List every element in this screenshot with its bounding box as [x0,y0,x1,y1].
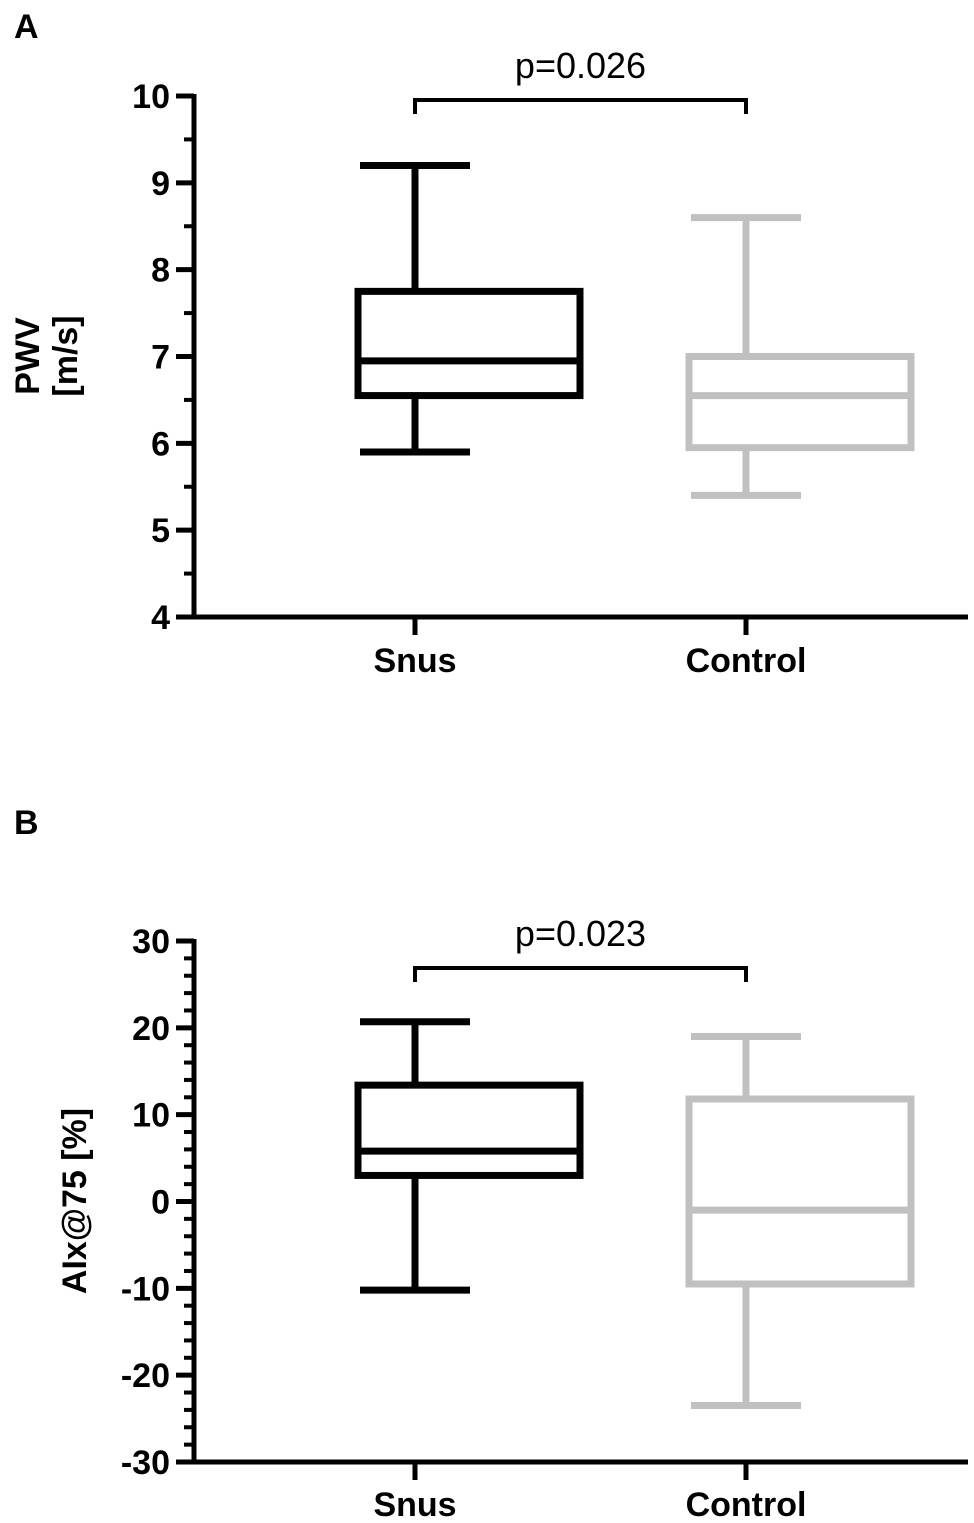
y-tick-label: 8 [151,252,170,290]
box-plot-control [685,214,915,499]
y-tick-label: 10 [132,78,170,116]
x-category-label: Control [686,642,807,680]
y-tick-label: 20 [132,1010,170,1048]
x-category-label: Snus [373,642,456,680]
y-axis-label-line: PWV [9,317,47,395]
y-axis-label: AIx@75 [%] [56,1108,94,1294]
significance-bracket [413,98,748,114]
y-tick-label: 5 [151,512,170,550]
box-plot-snus [354,1018,584,1294]
panel-a: A 4 5 6 7 8 9 10 PWV[m/s] Snus Control p=0.026 [9,8,968,680]
p-value-annotation: p=0.026 [515,45,646,86]
y-axis-label: PWV[m/s] [9,315,85,396]
y-tick-label: -30 [121,1444,170,1482]
box-plot-control [685,1033,915,1410]
iqr-box [685,353,915,452]
panel-letter: A [14,8,39,46]
y-tick-label: 10 [132,1097,170,1135]
y-axis-label-line: AIx@75 [%] [56,1108,94,1294]
panel-letter: B [14,804,39,842]
y-tick-label: 30 [132,923,170,961]
y-tick-label: 7 [151,339,170,377]
y-tick-label: -10 [121,1270,170,1308]
iqr-box [354,1081,584,1179]
y-tick-label: 0 [151,1184,170,1222]
significance-bracket [413,966,748,982]
y-tick-label: 9 [151,165,170,203]
iqr-box [685,1095,915,1288]
x-category-label: Snus [373,1486,456,1523]
y-tick-label: 6 [151,425,170,463]
y-axis-label-line: [m/s] [47,315,85,396]
panel-b: B -30 -20 -10 0 10 20 30 AIx@75 [%] Snus Control p=… [14,804,968,1523]
p-value-annotation: p=0.023 [515,913,646,954]
x-category-label: Control [686,1486,807,1523]
y-tick-label: -20 [121,1357,170,1395]
box-plot-snus [354,161,584,456]
iqr-box [354,287,584,400]
y-tick-label: 4 [151,599,170,637]
